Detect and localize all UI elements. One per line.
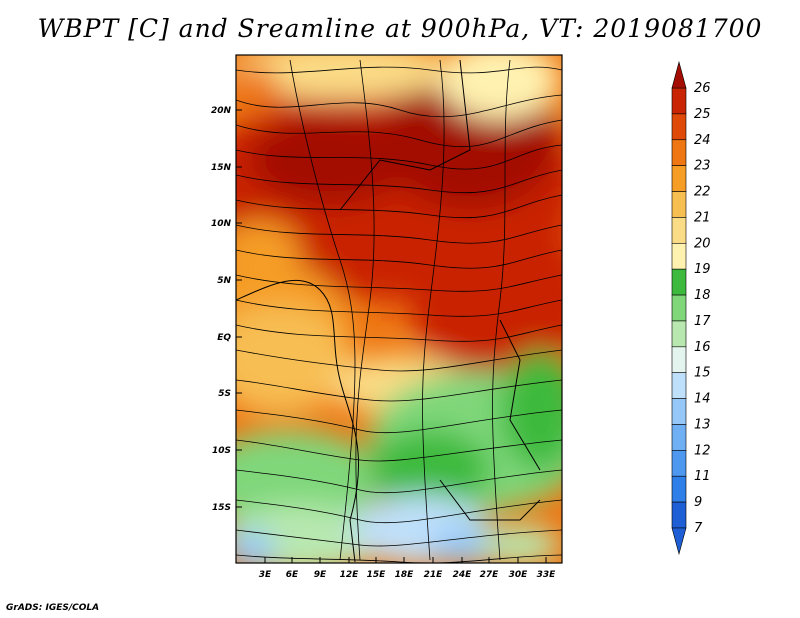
x-tick-label: 15E: [367, 570, 387, 580]
colorbar-segment: [671, 450, 687, 477]
colorbar-bottom-arrow: [671, 527, 687, 556]
colorbar-label: 24: [694, 133, 711, 148]
colorbar-segment: [671, 294, 687, 322]
colorbar-segment: [671, 165, 687, 192]
colorbar-label: 20: [694, 236, 711, 251]
footer-credit: GrADS: IGES/COLA: [6, 603, 100, 613]
wbpt-field: [236, 55, 562, 563]
colorbar-label: 9: [694, 495, 702, 510]
colorbar-segment: [671, 242, 687, 270]
x-tick-label: 3E: [259, 570, 272, 580]
colorbar-label: 13: [694, 417, 711, 432]
colorbar-segment: [671, 268, 687, 296]
colorbar-label: 11: [694, 469, 711, 484]
y-axis: 20N 15N 10N 5N EQ 5S 10S 15S: [211, 106, 242, 513]
colorbar-segment: [671, 320, 687, 348]
colorbar-segment: [671, 139, 687, 166]
y-tick-label: 10S: [212, 446, 231, 456]
colorbar-label: 22: [694, 185, 711, 200]
x-tick-label: 33E: [537, 570, 557, 580]
colorbar-label: 17: [694, 314, 711, 329]
y-tick-label: 5S: [218, 389, 231, 399]
x-tick-label: 18E: [395, 570, 415, 580]
coastlines: [236, 59, 541, 563]
colorbar-label: 7: [694, 521, 703, 536]
colorbar-label: 15: [694, 366, 711, 381]
x-tick-label: 6E: [286, 570, 299, 580]
colorbar-segment: [671, 191, 687, 218]
colorbar-label: 21: [694, 210, 711, 225]
colorbar-label: 14: [694, 392, 711, 407]
colorbar: 26 25 24 23 22 21 20 19 18 17 16 15 14 13 12 11 9 7: [671, 60, 711, 556]
y-tick-label: 20N: [211, 106, 232, 116]
y-tick-label: 15S: [212, 503, 231, 513]
colorbar-label: 18: [694, 288, 711, 303]
y-tick-label: 10N: [211, 219, 232, 229]
x-tick-label: 12E: [340, 570, 360, 580]
y-tick-label: EQ: [217, 333, 231, 343]
colorbar-segment: [671, 372, 687, 399]
colorbar-top-arrow: [671, 60, 687, 89]
colorbar-segment: [671, 398, 687, 425]
chart-title: WBPT [C] and Sreamline at 900hPa, VT: 20…: [37, 14, 763, 43]
x-tick-label: 24E: [453, 570, 473, 580]
map-frame: [235, 54, 563, 564]
colorbar-label: 16: [694, 340, 711, 355]
colorbar-label: 26: [694, 81, 711, 96]
colorbar-label: 25: [694, 107, 711, 122]
streamlines: [236, 59, 562, 563]
y-tick-label: 15N: [211, 163, 232, 173]
x-tick-label: 30E: [509, 570, 529, 580]
x-tick-label: 21E: [424, 570, 444, 580]
colorbar-segment: [671, 113, 687, 141]
colorbar-segment: [671, 475, 687, 503]
colorbar-segment: [671, 217, 687, 244]
colorbar-segment: [671, 501, 687, 529]
x-tick-label: 27E: [480, 570, 500, 580]
colorbar-segment: [671, 424, 687, 451]
colorbar-label: 19: [694, 262, 711, 277]
x-axis: 3E 6E 9E 12E 15E 18E 21E 24E 27E 30E 33E: [259, 557, 556, 580]
y-tick-label: 5N: [217, 276, 231, 286]
colorbar-label: 12: [694, 443, 711, 458]
colorbar-segment: [671, 346, 687, 374]
colorbar-label: 23: [694, 159, 711, 174]
colorbar-segment: [671, 87, 687, 115]
x-tick-label: 9E: [314, 570, 327, 580]
